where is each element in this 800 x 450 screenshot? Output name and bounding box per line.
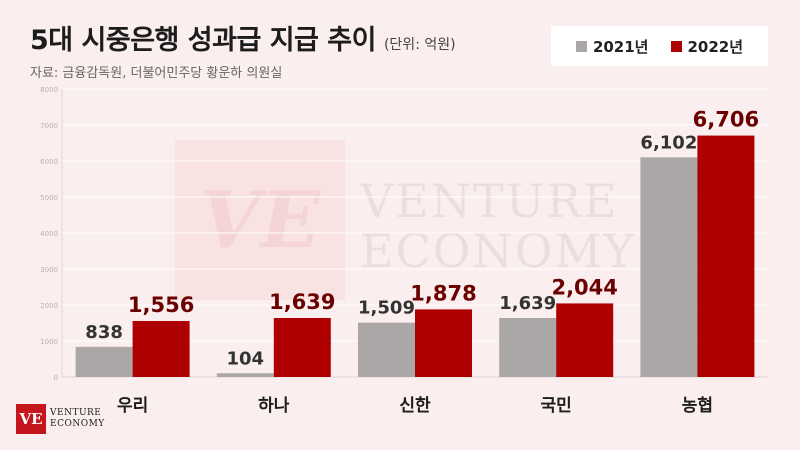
source-note: 자료: 금융감독원, 더불어민주당 황운하 의원실 xyxy=(30,66,283,81)
y-tick-label-5000: 5000 xyxy=(40,194,58,202)
y-tick-label-0: 0 xyxy=(54,374,58,382)
legend-swatch-2021 xyxy=(575,40,587,52)
data-label-2022-0: 1,556 xyxy=(128,293,194,317)
legend-item-2022: 2022년 xyxy=(670,36,744,57)
y-tick-label-4000: 4000 xyxy=(40,230,58,238)
watermark-monogram-text: VE xyxy=(200,174,320,266)
bar-2022-3 xyxy=(556,303,614,377)
data-label-2022-3: 2,044 xyxy=(551,275,617,299)
x-category-label-3: 국민 xyxy=(541,396,572,416)
x-category-label-1: 하나 xyxy=(258,396,290,416)
watermark-line-1: VENTURE xyxy=(360,174,619,228)
bar-2021-1 xyxy=(216,373,274,377)
y-tick-label-6000: 6000 xyxy=(40,158,58,166)
y-tick-label-2000: 2000 xyxy=(40,302,58,310)
brand-logo: VE VENTURE ECONOMY xyxy=(16,404,105,434)
brand-logo-wordmark: VENTURE ECONOMY xyxy=(50,408,105,430)
bar-2021-2 xyxy=(358,322,415,377)
legend-item-2021: 2021년 xyxy=(575,36,649,57)
data-label-2022-2: 1,878 xyxy=(410,281,476,305)
data-label-2021-4: 6,102 xyxy=(640,132,697,153)
x-category-label-2: 신한 xyxy=(399,396,431,416)
legend-label-2022: 2022년 xyxy=(687,37,744,56)
bar-2022-0 xyxy=(132,320,190,377)
bar-2021-0 xyxy=(75,346,133,377)
data-label-2022-4: 6,706 xyxy=(693,108,759,132)
watermark-line-2: ECONOMY xyxy=(360,224,636,278)
data-label-2021-3: 1,639 xyxy=(499,293,556,314)
y-tick-label-8000: 8000 xyxy=(40,86,58,94)
x-category-label-4: 농협 xyxy=(682,395,713,416)
y-tick-label-1000: 1000 xyxy=(40,338,58,346)
legend-swatch-2022 xyxy=(670,40,682,52)
y-tick-label-3000: 3000 xyxy=(40,266,58,274)
brand-logo-monogram: VE xyxy=(16,404,46,434)
legend: 2021년 2022년 xyxy=(551,26,768,66)
brand-logo-line-2: ECONOMY xyxy=(50,419,105,429)
bar-2022-4 xyxy=(697,135,755,377)
brand-logo-line-1: VENTURE xyxy=(50,408,102,418)
data-label-2021-1: 104 xyxy=(227,348,265,369)
watermark-wordmark: VENTURE ECONOMY xyxy=(360,176,636,276)
bar-2022-2 xyxy=(415,309,472,377)
chart-title: 5대 시중은행 성과급 지급 추이 xyxy=(30,25,376,56)
data-label-2021-0: 838 xyxy=(85,322,123,343)
data-label-2022-1: 1,639 xyxy=(269,290,335,314)
bar-2021-3 xyxy=(499,317,557,377)
unit-label: (단위: 억원) xyxy=(383,37,456,53)
bar-2021-4 xyxy=(640,157,698,377)
legend-label-2021: 2021년 xyxy=(592,37,649,56)
x-category-label-0: 우리 xyxy=(117,396,148,416)
title-row: 5대 시중은행 성과급 지급 추이 (단위: 억원) xyxy=(30,18,456,57)
bar-2022-1 xyxy=(273,317,331,377)
watermark-monogram: VE xyxy=(175,140,345,300)
y-tick-label-7000: 7000 xyxy=(40,122,58,130)
data-label-2021-2: 1,509 xyxy=(358,298,415,319)
